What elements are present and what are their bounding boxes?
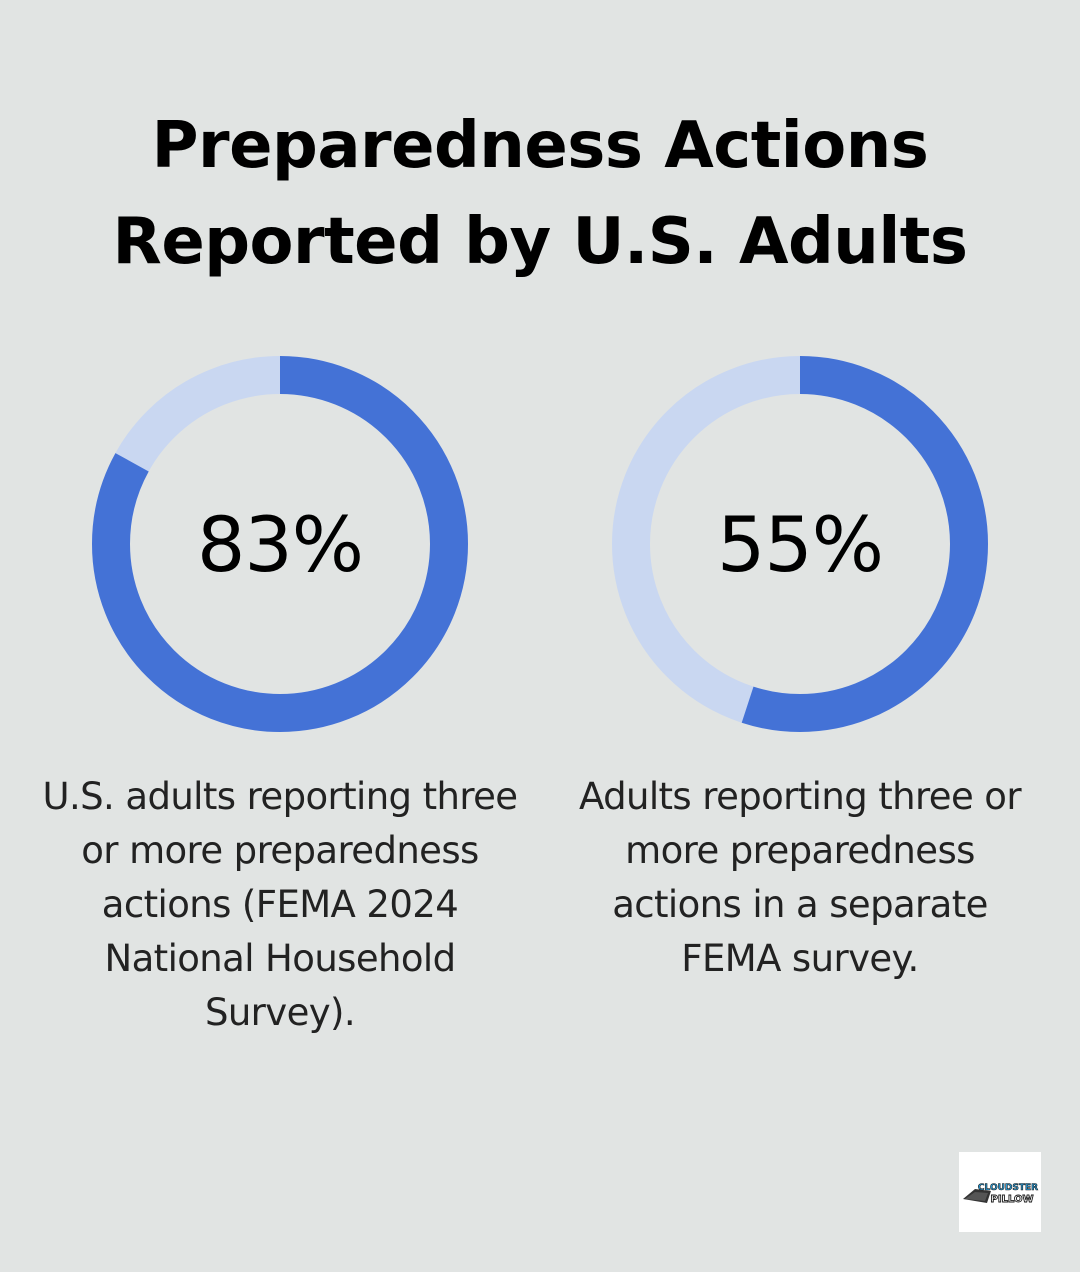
chart-title-line-1: Preparedness Actions <box>151 109 929 183</box>
donut-chart-2: 55% <box>612 356 988 732</box>
donut-chart-1: 83% <box>92 356 468 732</box>
caption-2-line-2: more preparedness <box>625 829 975 872</box>
caption-1-line-2: or more preparedness <box>81 829 479 872</box>
caption-2-line-4: FEMA survey. <box>681 937 919 980</box>
caption-2-line-1: Adults reporting three or <box>579 775 1022 818</box>
donut-chart-1-value-label: 83% <box>197 499 364 589</box>
donut-chart-1-caption: U.S. adults reporting three or more prep… <box>30 770 530 1040</box>
brand-logo: CLOUDSTER PILLOW <box>959 1152 1041 1232</box>
pillow-logo-icon: CLOUDSTER PILLOW <box>963 1183 1038 1205</box>
logo-text-top: CLOUDSTER <box>978 1183 1038 1193</box>
donut-1-value-slice <box>92 356 468 732</box>
donut-2-value-slice <box>612 356 988 732</box>
logo-text-bottom: PILLOW <box>991 1194 1034 1205</box>
chart-title: Preparedness Actions Reported by U.S. Ad… <box>0 98 1080 290</box>
caption-1-line-4: National Household <box>104 937 457 980</box>
caption-2-line-3: actions in a separate <box>612 883 988 926</box>
donut-chart-2-value-label: 55% <box>717 499 884 589</box>
caption-1-line-5: Survey). <box>204 991 356 1034</box>
donut-chart-2-caption: Adults reporting three or more preparedn… <box>550 770 1050 986</box>
donut-chart-1-svg <box>92 356 468 732</box>
caption-1-line-1: U.S. adults reporting three <box>42 775 519 818</box>
donut-chart-2-svg <box>612 356 988 732</box>
chart-title-line-2: Reported by U.S. Adults <box>112 205 968 279</box>
caption-1-line-3: actions (FEMA 2024 <box>101 883 459 926</box>
